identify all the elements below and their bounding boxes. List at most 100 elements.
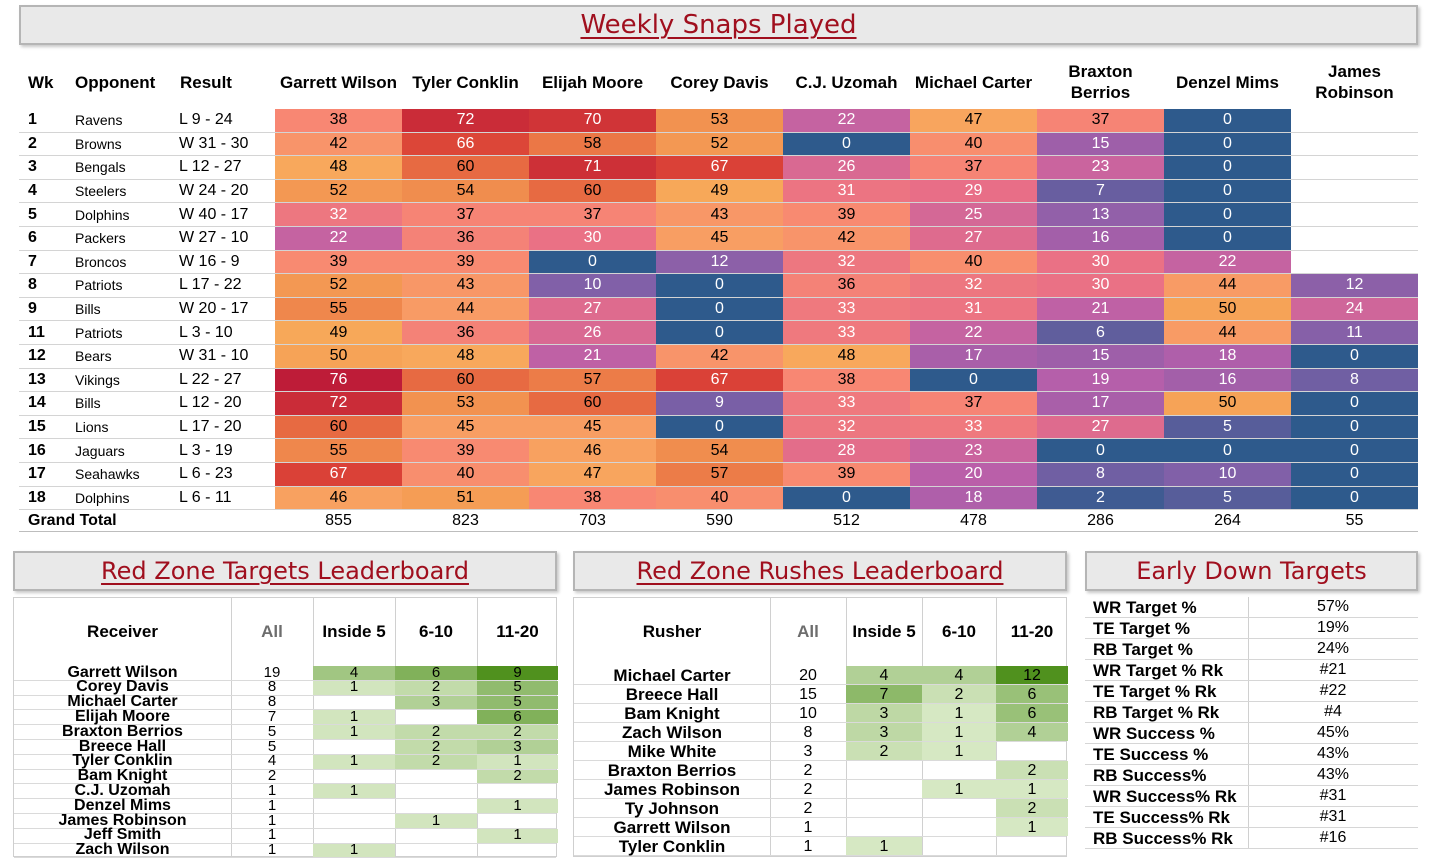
leaderboard-row: Tyler Conklin 4 1 2 1 [14,752,558,770]
snaps-row: 1 Ravens L 9 - 24 38 72 70 53 22 47 37 0 [19,109,1418,133]
snaps-row: 12 Bears W 31 - 10 50 48 21 42 48 17 15 18 0 [19,345,1418,369]
snaps-header-row: Wk Opponent Result Garrett Wilson Tyler Conk… [19,56,1418,108]
week-cell: 4 [28,182,37,200]
count-cell [395,844,477,858]
snap-count-cell: 39 [402,439,529,462]
count-cell: 2 [803,761,813,779]
weekly-snaps-banner: Weekly Snaps Played [19,5,1418,45]
metric-label: TE Success % [1093,745,1209,764]
player-name: Jeff Smith [83,826,162,844]
lb-header-inside-5: Inside 5 [322,622,386,641]
snap-count-cell: 36 [402,321,529,344]
count-cell: 1 [313,753,395,769]
player-name: Michael Carter [67,693,178,711]
snap-count-cell: 27 [910,227,1037,250]
count-cell [996,742,1068,760]
snap-count-cell: 15 [1037,345,1164,368]
snap-count-cell: 48 [783,345,910,368]
leaderboard-row: Elijah Moore 7 1 6 [14,707,558,726]
count-cell: 3 [846,723,922,741]
count-cell: 1 [996,818,1068,836]
early-down-row: RB Success% 43% [1085,765,1418,786]
header-denzel-mims: Denzel Mims [1176,72,1279,92]
early-down-row: WR Target % Rk #21 [1085,660,1418,681]
snap-count-cell: 7 [1037,179,1164,203]
metric-label: WR Target % Rk [1093,661,1224,680]
count-cell: 2 [996,761,1068,779]
snap-count-cell: 42 [656,345,783,368]
snaps-row: 3 Bengals L 12 - 27 48 60 71 67 26 37 23 0 [19,156,1418,180]
count-cell: 5 [477,679,558,695]
lb-header-6-10: 6-10 [941,622,977,641]
result-cell: W 27 - 10 [179,229,249,247]
grand-total-value: 590 [706,512,733,529]
result-cell: L 3 - 19 [179,441,233,459]
player-name: Braxton Berrios [607,760,737,780]
snap-count-cell: 22 [910,321,1037,344]
snap-count-cell: 18 [910,486,1037,510]
count-cell: 4 [922,666,996,684]
snap-count-cell: 60 [529,392,656,415]
count-cell: 15 [799,685,817,703]
week-cell: 12 [28,347,46,365]
snap-count-cell: 54 [656,439,783,462]
snap-count-cell: 26 [783,156,910,179]
count-cell: 2 [395,724,477,739]
column-divider [1248,597,1249,617]
snap-count-cell: 0 [656,297,783,321]
result-cell: L 3 - 10 [179,323,233,341]
count-cell [395,829,477,843]
count-cell: 7 [267,707,277,725]
metric-label: RB Success% Rk [1093,829,1233,848]
metric-label: WR Success% Rk [1093,787,1237,806]
snap-count-cell: 2 [1037,486,1164,510]
player-name: Tyler Conklin [72,752,173,770]
early-down-targets-banner: Early Down Targets [1085,551,1418,591]
count-cell: 2 [846,742,922,760]
snap-count-cell: 48 [402,345,529,368]
count-cell: 1 [267,841,277,859]
snap-count-cell: 0 [1291,439,1418,462]
snap-count-cell: 49 [656,179,783,203]
snap-count-cell: 72 [402,109,529,132]
player-name: Elijah Moore [74,707,171,725]
header-elijah-moore: Elijah Moore [541,72,644,92]
result-cell: W 20 - 17 [179,300,249,318]
column-divider [1248,681,1249,701]
metric-label: TE Target % Rk [1093,682,1217,701]
lb-header-6-10: 6-10 [418,622,454,641]
count-cell: 8 [803,723,813,741]
snap-count-cell: 37 [910,392,1037,415]
count-cell: 5 [267,722,277,740]
early-down-row: TE Target % Rk #22 [1085,681,1418,702]
snap-count-cell: 38 [529,486,656,510]
snap-count-cell: 32 [275,203,402,226]
result-cell: L 17 - 22 [179,276,242,294]
snaps-row: 2 Browns W 31 - 30 42 66 58 52 0 40 15 0 [19,132,1418,157]
count-cell: 10 [799,704,817,722]
snap-count-cell: 38 [783,368,910,392]
early-down-row: RB Target % 24% [1085,639,1418,660]
leaderboard-row: Corey Davis 8 1 2 5 [14,679,558,696]
snap-count-cell: 29 [910,179,1037,203]
snap-count-cell: 39 [783,463,910,486]
player-name: Breece Hall [625,684,719,704]
week-cell: 8 [28,276,37,294]
result-cell: L 6 - 23 [179,465,233,483]
result-cell: W 31 - 30 [179,134,249,152]
header-james-robinson: James Robinson [1315,62,1394,102]
count-cell: 2 [803,780,813,798]
week-cell: 13 [28,370,46,388]
grand-total-value: 478 [960,512,987,529]
player-name: Bam Knight [624,703,720,723]
snap-count-cell [1291,109,1418,132]
count-cell: 20 [799,666,817,684]
column-divider [1248,786,1249,806]
result-cell: L 12 - 20 [179,394,242,412]
snap-count-cell [1291,203,1418,226]
snap-count-cell: 0 [1164,227,1291,250]
snap-count-cell: 43 [656,203,783,226]
snap-count-cell: 38 [275,109,402,132]
snap-count-cell: 54 [402,179,529,203]
snap-count-cell: 16 [1037,227,1164,250]
